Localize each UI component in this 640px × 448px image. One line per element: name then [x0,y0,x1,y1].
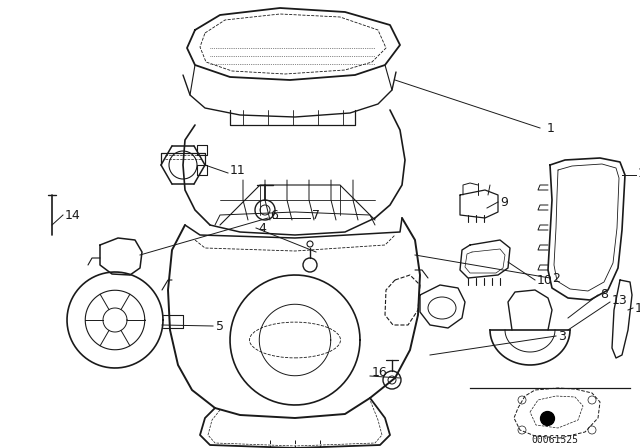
Text: 16: 16 [372,366,388,379]
Text: 11: 11 [230,164,246,177]
Text: 00061525: 00061525 [531,435,579,445]
Text: 3: 3 [558,329,566,343]
Text: 8: 8 [600,289,608,302]
Text: 13: 13 [612,293,628,306]
Text: 14: 14 [65,208,81,221]
Text: 15: 15 [638,167,640,180]
Text: 2: 2 [552,271,560,284]
Text: 4: 4 [258,221,266,234]
Text: 1: 1 [547,121,555,134]
Text: 12: 12 [635,302,640,314]
Text: 9: 9 [500,195,508,208]
Text: 6: 6 [270,208,278,221]
Text: 7: 7 [312,208,320,221]
Text: 10: 10 [537,273,553,287]
Text: 5: 5 [216,319,224,332]
